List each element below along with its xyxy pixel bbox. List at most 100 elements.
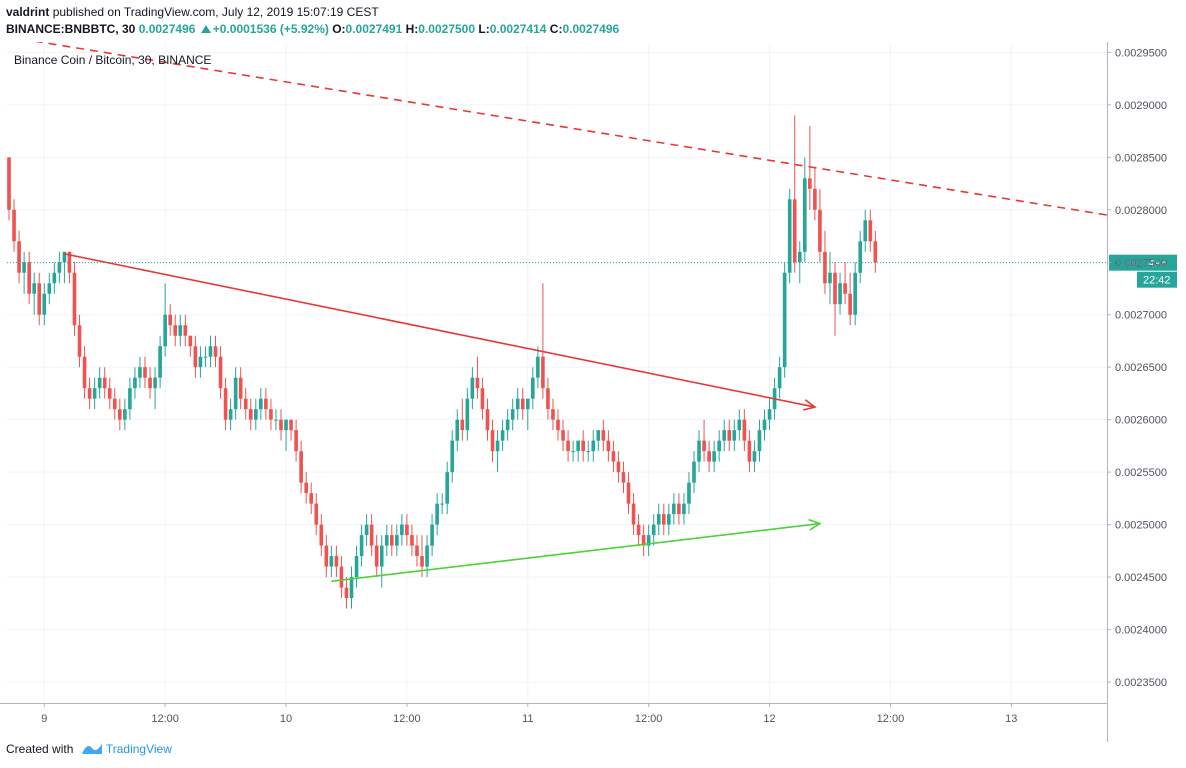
candle-up [138,367,142,378]
open-value: 0.0027491 [345,22,403,36]
price-tick-label: 0.0027500 [1115,257,1167,269]
candle-up [576,440,580,452]
candle-up [787,199,792,273]
trend-arrow[interactable] [64,253,816,408]
time-tick-label: 12 [763,713,775,725]
candle-down [808,178,812,189]
candle-up [435,503,439,525]
candle-down [410,535,414,546]
candle-up [359,535,364,557]
trend-arrow[interactable] [331,522,821,583]
candle-down [188,335,193,347]
candle-down [87,388,92,399]
tradingview-brand-link[interactable]: TradingView [105,742,172,756]
candle-down [475,377,480,389]
candle-up [455,419,460,441]
candle-up [505,419,510,431]
candle-up [646,535,651,546]
candle-up [672,503,676,515]
candle-down [601,430,606,441]
time-tick-label: 13 [1005,713,1017,725]
candle-up [123,409,127,420]
countdown-label: 22:42 [1143,275,1171,287]
candle-up [274,419,278,421]
dashed-trendline[interactable] [7,42,1108,216]
candle-up [198,356,203,368]
candle-up [133,377,137,389]
candle-down [243,398,248,410]
candle-down [747,440,752,462]
candle-down [107,388,112,399]
ohlc-legend: BINANCE:BNBBTC, 30 0.0027496 +0.0001536 … [6,22,619,36]
created-with-text: Created with [6,742,74,756]
candle-up [92,388,97,399]
candle-up [828,272,832,284]
candle-down [299,451,303,483]
candle-down [213,346,218,357]
candle-down [173,325,178,336]
candle-up [838,283,842,305]
price-tick-label: 0.0025000 [1115,520,1167,532]
candle-up [384,535,389,546]
candle-down [813,188,817,210]
candle-up [863,220,868,242]
candle-down [77,325,82,357]
candle-down [702,440,706,452]
candle-up [722,430,727,441]
price-chart[interactable]: 0.0027496 22:42 0.0023500 0.0024000 0.00245… [0,42,1186,742]
price-tick-label: 0.0024500 [1115,572,1167,584]
candle-down [143,367,147,378]
tradingview-logo-icon [81,744,102,754]
candle-up [203,356,208,358]
candle-down [289,419,293,431]
arrow-head [803,399,817,411]
candle-up [450,440,455,473]
candle-up [158,346,162,378]
candle-down [238,377,243,399]
candle-down [818,209,822,252]
time-tick-label: 12:00 [635,713,663,725]
chart-header: valdrint published on TradingView.com, J… [0,0,1186,42]
candle-down [294,430,298,452]
candle-down [12,209,16,242]
candle-down [374,545,379,567]
candle-down [405,524,409,536]
change-value: +0.0001536 (+5.92%) [212,22,329,36]
candle-down [460,419,465,431]
countdown-badge [1137,271,1177,288]
candle-down [264,398,268,410]
candle-down [621,472,626,483]
high-label: H: [405,22,419,36]
candle-up [395,535,399,546]
candle-down [309,493,314,504]
candle-down [37,283,42,315]
candle-down [636,524,641,536]
time-tick-label: 11 [522,713,533,725]
candle-up [586,451,591,453]
arrow-head [808,518,822,531]
candle-up [802,178,807,252]
candle-up [178,325,183,336]
candle-up [777,367,782,389]
trend-annotations [7,42,1108,583]
candle-up [591,440,596,452]
candle-down [707,451,711,462]
candle-down [218,356,223,389]
publish-info: valdrint published on TradingView.com, J… [6,5,379,19]
candle-down [520,398,525,410]
symbol-label: BINANCE:BNBBTC, 30 [6,22,136,36]
candle-up [22,262,26,273]
last-value: 0.0027496 [138,22,196,36]
candle-down [546,388,550,410]
candle-down [334,556,339,567]
candle-up [208,346,213,357]
candle-up [354,556,359,578]
candle-up [42,293,47,315]
candle-up [692,461,696,483]
candle-up [531,377,535,399]
candle-up [259,398,263,410]
candle-up [525,398,530,410]
author-name[interactable]: valdrint [6,5,50,19]
candle-down [67,251,72,273]
candle-down [641,535,646,546]
